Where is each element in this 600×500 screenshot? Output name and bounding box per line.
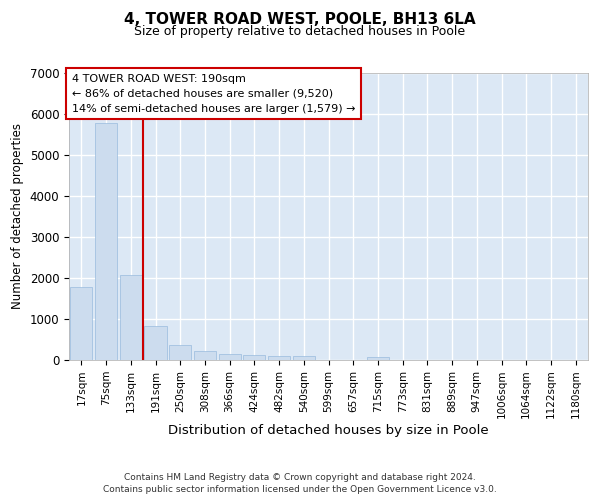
Bar <box>293 356 315 360</box>
Text: Contains HM Land Registry data © Crown copyright and database right 2024.
Contai: Contains HM Land Registry data © Crown c… <box>103 472 497 494</box>
Text: 4, TOWER ROAD WEST, POOLE, BH13 6LA: 4, TOWER ROAD WEST, POOLE, BH13 6LA <box>124 12 476 28</box>
Y-axis label: Number of detached properties: Number of detached properties <box>11 123 24 309</box>
Bar <box>243 356 265 360</box>
Bar <box>268 356 290 360</box>
Bar <box>367 356 389 360</box>
X-axis label: Distribution of detached houses by size in Poole: Distribution of detached houses by size … <box>168 424 489 437</box>
Bar <box>70 287 92 360</box>
Bar <box>119 276 142 360</box>
Bar <box>145 326 167 360</box>
Text: Size of property relative to detached houses in Poole: Size of property relative to detached ho… <box>134 25 466 38</box>
Bar <box>95 122 117 360</box>
Bar <box>194 350 216 360</box>
Text: 4 TOWER ROAD WEST: 190sqm
← 86% of detached houses are smaller (9,520)
14% of se: 4 TOWER ROAD WEST: 190sqm ← 86% of detac… <box>71 74 355 114</box>
Bar <box>169 345 191 360</box>
Bar <box>218 354 241 360</box>
